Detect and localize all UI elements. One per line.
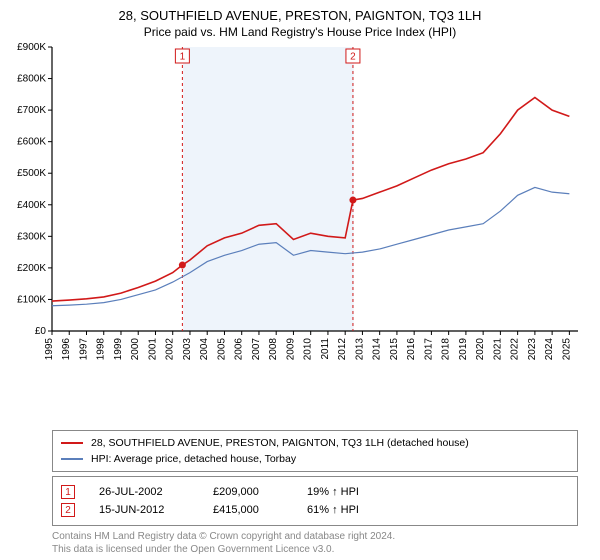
sale-row: 2 15-JUN-2012 £415,000 61% ↑ HPI (61, 501, 569, 519)
svg-text:2021: 2021 (492, 338, 503, 361)
sale-row: 1 26-JUL-2002 £209,000 19% ↑ HPI (61, 483, 569, 501)
chart-titles: 28, SOUTHFIELD AVENUE, PRESTON, PAIGNTON… (10, 8, 590, 39)
svg-text:1997: 1997 (78, 338, 89, 361)
legend-swatch (61, 442, 83, 444)
svg-text:2: 2 (350, 52, 356, 63)
sales-table: 1 26-JUL-2002 £209,000 19% ↑ HPI 2 15-JUN-201… (52, 476, 578, 526)
svg-text:2020: 2020 (475, 338, 486, 361)
svg-text:£400K: £400K (17, 200, 46, 211)
svg-text:£800K: £800K (17, 74, 46, 85)
svg-text:2007: 2007 (251, 338, 262, 361)
svg-text:2008: 2008 (268, 338, 279, 361)
svg-text:£900K: £900K (17, 42, 46, 53)
legend-item: HPI: Average price, detached house, Torb… (61, 451, 569, 467)
sale-marker: 1 (61, 485, 75, 499)
svg-text:2006: 2006 (234, 338, 245, 361)
svg-text:2012: 2012 (337, 338, 348, 361)
chart-plot: £0 £100K £200K £300K £400K £500K £600K £700K £80… (10, 39, 590, 428)
chart-title-address: 28, SOUTHFIELD AVENUE, PRESTON, PAIGNTON… (10, 8, 590, 23)
svg-text:2016: 2016 (406, 338, 417, 361)
sale-marker: 2 (61, 503, 75, 517)
sale-date: 26-JUL-2002 (99, 483, 189, 501)
svg-text:2019: 2019 (458, 338, 469, 361)
footer-licence: This data is licensed under the Open Gov… (52, 543, 578, 556)
legend-item: 28, SOUTHFIELD AVENUE, PRESTON, PAIGNTON… (61, 435, 569, 451)
svg-text:1998: 1998 (96, 338, 107, 361)
footer-copyright: Contains HM Land Registry data © Crown c… (52, 530, 578, 543)
svg-text:£300K: £300K (17, 231, 46, 242)
sale-date: 15-JUN-2012 (99, 501, 189, 519)
sale-hpi-diff: 61% ↑ HPI (307, 501, 359, 519)
svg-text:£500K: £500K (17, 168, 46, 179)
svg-text:2004: 2004 (199, 338, 210, 361)
svg-text:2002: 2002 (165, 338, 176, 361)
svg-text:1995: 1995 (44, 338, 55, 361)
svg-text:2025: 2025 (561, 338, 572, 361)
svg-text:2017: 2017 (423, 338, 434, 361)
svg-text:2013: 2013 (354, 338, 365, 361)
svg-text:2010: 2010 (303, 338, 314, 361)
svg-text:2022: 2022 (510, 338, 521, 361)
svg-text:2000: 2000 (130, 338, 141, 361)
legend-label: 28, SOUTHFIELD AVENUE, PRESTON, PAIGNTON… (91, 435, 469, 451)
svg-text:2023: 2023 (527, 338, 538, 361)
chart-footer: Contains HM Land Registry data © Crown c… (52, 530, 578, 556)
svg-text:2011: 2011 (320, 338, 331, 360)
svg-text:£200K: £200K (17, 263, 46, 274)
svg-text:2001: 2001 (147, 338, 158, 361)
sale-price: £209,000 (213, 483, 283, 501)
svg-text:2003: 2003 (182, 338, 193, 361)
svg-text:2009: 2009 (285, 338, 296, 361)
chart-container: 28, SOUTHFIELD AVENUE, PRESTON, PAIGNTON… (0, 0, 600, 560)
svg-text:2018: 2018 (441, 338, 452, 361)
svg-text:£600K: £600K (17, 137, 46, 148)
svg-text:1996: 1996 (61, 338, 72, 361)
sale-price: £415,000 (213, 501, 283, 519)
svg-text:2014: 2014 (372, 338, 383, 361)
svg-text:2024: 2024 (544, 338, 555, 361)
svg-text:£700K: £700K (17, 105, 46, 116)
svg-text:1: 1 (180, 52, 186, 63)
svg-text:£100K: £100K (17, 294, 46, 305)
chart-subtitle: Price paid vs. HM Land Registry's House … (10, 25, 590, 39)
svg-text:£0: £0 (35, 326, 47, 337)
svg-text:2005: 2005 (216, 338, 227, 361)
line-chart-svg: £0 £100K £200K £300K £400K £500K £600K £700K £80… (10, 39, 590, 369)
svg-text:1999: 1999 (113, 338, 124, 361)
chart-legend: 28, SOUTHFIELD AVENUE, PRESTON, PAIGNTON… (52, 430, 578, 472)
svg-text:2015: 2015 (389, 338, 400, 361)
legend-swatch (61, 458, 83, 460)
sale-hpi-diff: 19% ↑ HPI (307, 483, 359, 501)
legend-label: HPI: Average price, detached house, Torb… (91, 451, 296, 467)
